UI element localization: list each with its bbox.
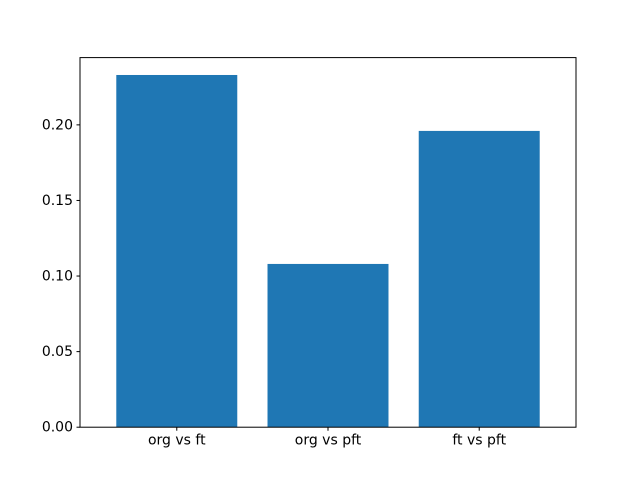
x-tick-label: org vs pft xyxy=(295,433,362,449)
x-tick-label: ft vs pft xyxy=(452,433,506,449)
y-tick-label: 0.05 xyxy=(42,344,73,360)
y-tick-label: 0.10 xyxy=(42,269,73,285)
y-tick-label: 0.00 xyxy=(42,420,73,436)
bar-org-vs-pft xyxy=(267,263,389,428)
y-tick-label: 0.20 xyxy=(42,117,73,133)
y-tick-label: 0.15 xyxy=(42,193,73,209)
x-tick-label: org vs ft xyxy=(148,433,206,449)
bar-org-vs-ft xyxy=(116,74,238,428)
bar-ft-vs-pft xyxy=(418,130,540,428)
